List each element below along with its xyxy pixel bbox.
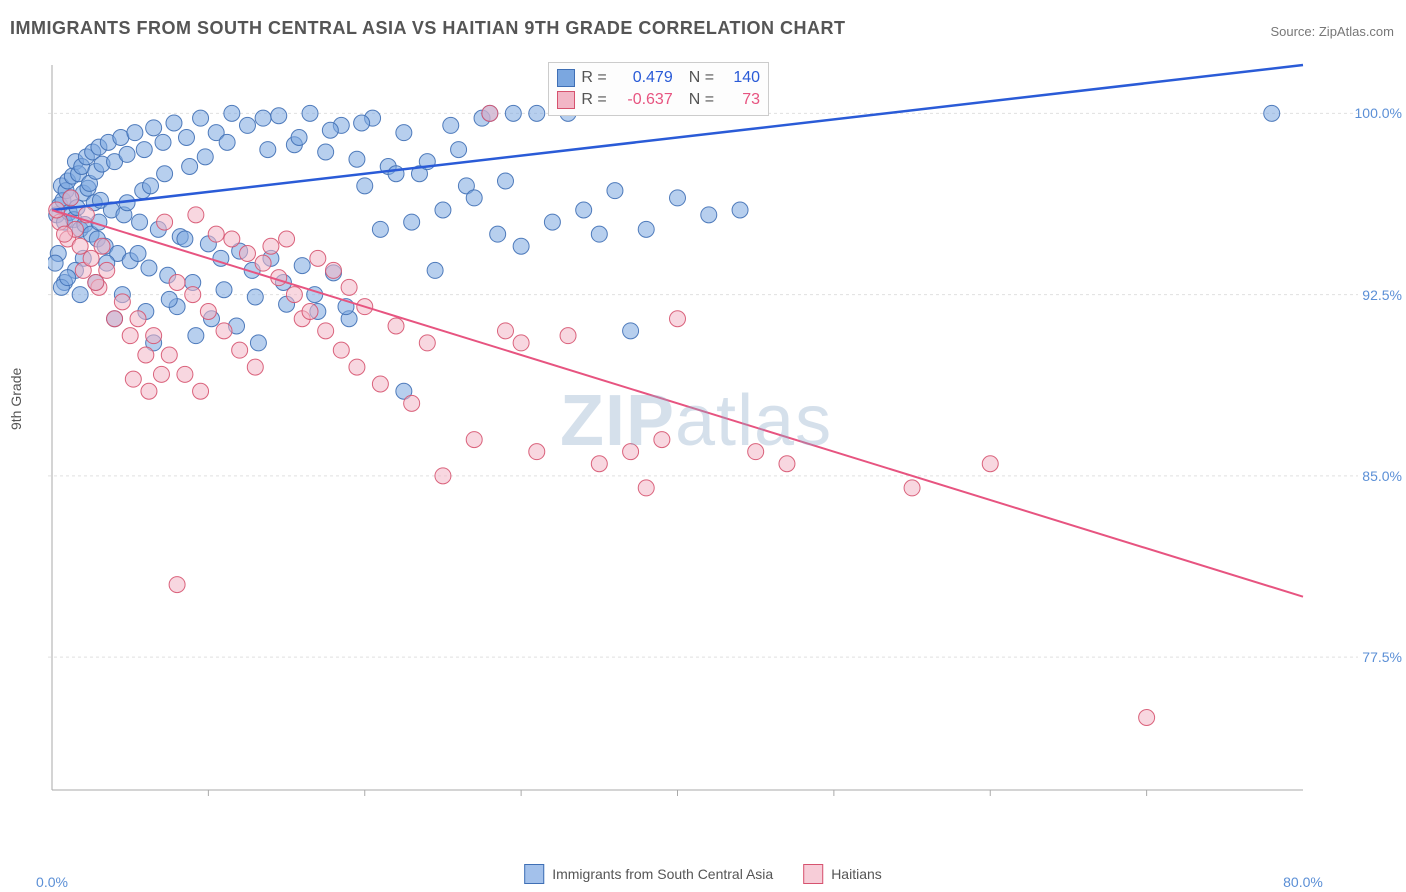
source-attribution: Source: ZipAtlas.com	[1270, 24, 1394, 39]
stats-box: R =0.479N =140R =-0.637N =73	[548, 62, 769, 116]
stats-row: R =0.479N =140	[557, 67, 760, 89]
x-tick-label: 0.0%	[36, 874, 68, 890]
y-tick-label: 100.0%	[1355, 105, 1402, 121]
source-prefix: Source:	[1270, 24, 1318, 39]
y-axis-label: 9th Grade	[8, 368, 24, 430]
source-name: ZipAtlas.com	[1319, 24, 1394, 39]
y-tick-label: 85.0%	[1362, 468, 1402, 484]
legend-swatch	[524, 864, 544, 884]
legend-bottom: Immigrants from South Central Asia Haitia…	[524, 864, 882, 884]
legend-label: Haitians	[831, 866, 882, 882]
legend-item: Immigrants from South Central Asia	[524, 864, 773, 884]
y-tick-label: 77.5%	[1362, 649, 1402, 665]
x-tick-label: 80.0%	[1283, 874, 1323, 890]
stats-swatch	[557, 69, 575, 87]
plot-area	[48, 55, 1358, 815]
y-tick-label: 92.5%	[1362, 287, 1402, 303]
stats-swatch	[557, 91, 575, 109]
chart-title: IMMIGRANTS FROM SOUTH CENTRAL ASIA VS HA…	[10, 18, 846, 39]
stats-row: R =-0.637N =73	[557, 89, 760, 111]
legend-label: Immigrants from South Central Asia	[552, 866, 773, 882]
scatter-svg	[48, 55, 1358, 815]
legend-swatch	[803, 864, 823, 884]
legend-item: Haitians	[803, 864, 882, 884]
chart-container: IMMIGRANTS FROM SOUTH CENTRAL ASIA VS HA…	[0, 0, 1406, 892]
